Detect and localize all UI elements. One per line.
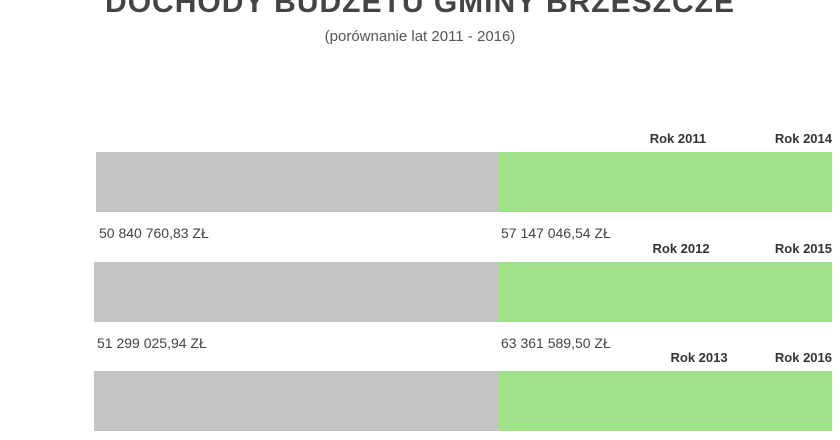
- value-label-rok-2015: 63 361 589,50 ZŁ: [501, 335, 611, 351]
- page-subtitle: (porównanie lat 2011 - 2016): [324, 28, 516, 45]
- year-label-rok-2015: Rok 2015: [775, 241, 832, 256]
- page-title: DOCHODY BUDŻETU GMINY BRZESZCZE: [105, 0, 735, 19]
- year-label-rok-2013: Rok 2013: [671, 350, 728, 365]
- bar-rok-2014: [498, 152, 832, 212]
- year-label-rok-2011: Rok 2011: [650, 131, 706, 146]
- bar-rok-2016: [498, 371, 832, 431]
- year-label-rok-2012: Rok 2012: [652, 241, 709, 256]
- year-label-rok-2016: Rok 2016: [775, 350, 832, 365]
- value-label-rok-2012: 51 299 025,94 ZŁ: [97, 335, 207, 351]
- bar-rok-2015: [498, 262, 832, 322]
- value-label-rok-2014: 57 147 046,54 ZŁ: [501, 225, 611, 241]
- value-label-rok-2011: 50 840 760,83 ZŁ: [99, 225, 209, 241]
- year-label-rok-2014: Rok 2014: [775, 131, 833, 146]
